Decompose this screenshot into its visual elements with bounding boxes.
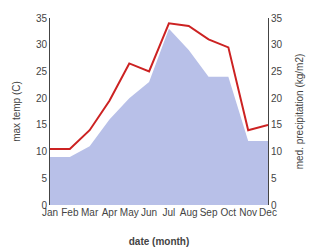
svg-text:Jun: Jun	[141, 207, 157, 218]
svg-text:35: 35	[36, 13, 48, 24]
svg-text:Nov: Nov	[239, 207, 257, 218]
svg-text:25: 25	[36, 66, 48, 77]
svg-text:Oct: Oct	[221, 207, 237, 218]
svg-text:Jan: Jan	[42, 207, 58, 218]
svg-text:20: 20	[271, 93, 283, 104]
svg-text:15: 15	[271, 119, 283, 130]
svg-text:10: 10	[271, 146, 283, 157]
svg-text:Sep: Sep	[200, 207, 218, 218]
svg-text:date (month): date (month)	[129, 236, 190, 247]
svg-text:30: 30	[271, 39, 283, 50]
svg-text:Apr: Apr	[102, 207, 118, 218]
svg-text:Aug: Aug	[180, 207, 198, 218]
svg-text:25: 25	[271, 66, 283, 77]
svg-text:35: 35	[271, 13, 283, 24]
svg-text:Jul: Jul	[163, 207, 176, 218]
svg-text:Dec: Dec	[259, 207, 277, 218]
svg-text:0: 0	[41, 200, 47, 211]
svg-text:15: 15	[36, 119, 48, 130]
svg-text:med. precipitation (kg/m2): med. precipitation (kg/m2)	[294, 54, 305, 170]
svg-text:May: May	[120, 207, 139, 218]
svg-text:0: 0	[271, 200, 277, 211]
svg-text:max temp (C): max temp (C)	[11, 81, 22, 142]
svg-text:5: 5	[271, 173, 277, 184]
svg-text:Feb: Feb	[61, 207, 79, 218]
svg-text:5: 5	[41, 173, 47, 184]
svg-text:Mar: Mar	[81, 207, 99, 218]
svg-text:10: 10	[36, 146, 48, 157]
svg-text:20: 20	[36, 93, 48, 104]
svg-text:30: 30	[36, 39, 48, 50]
